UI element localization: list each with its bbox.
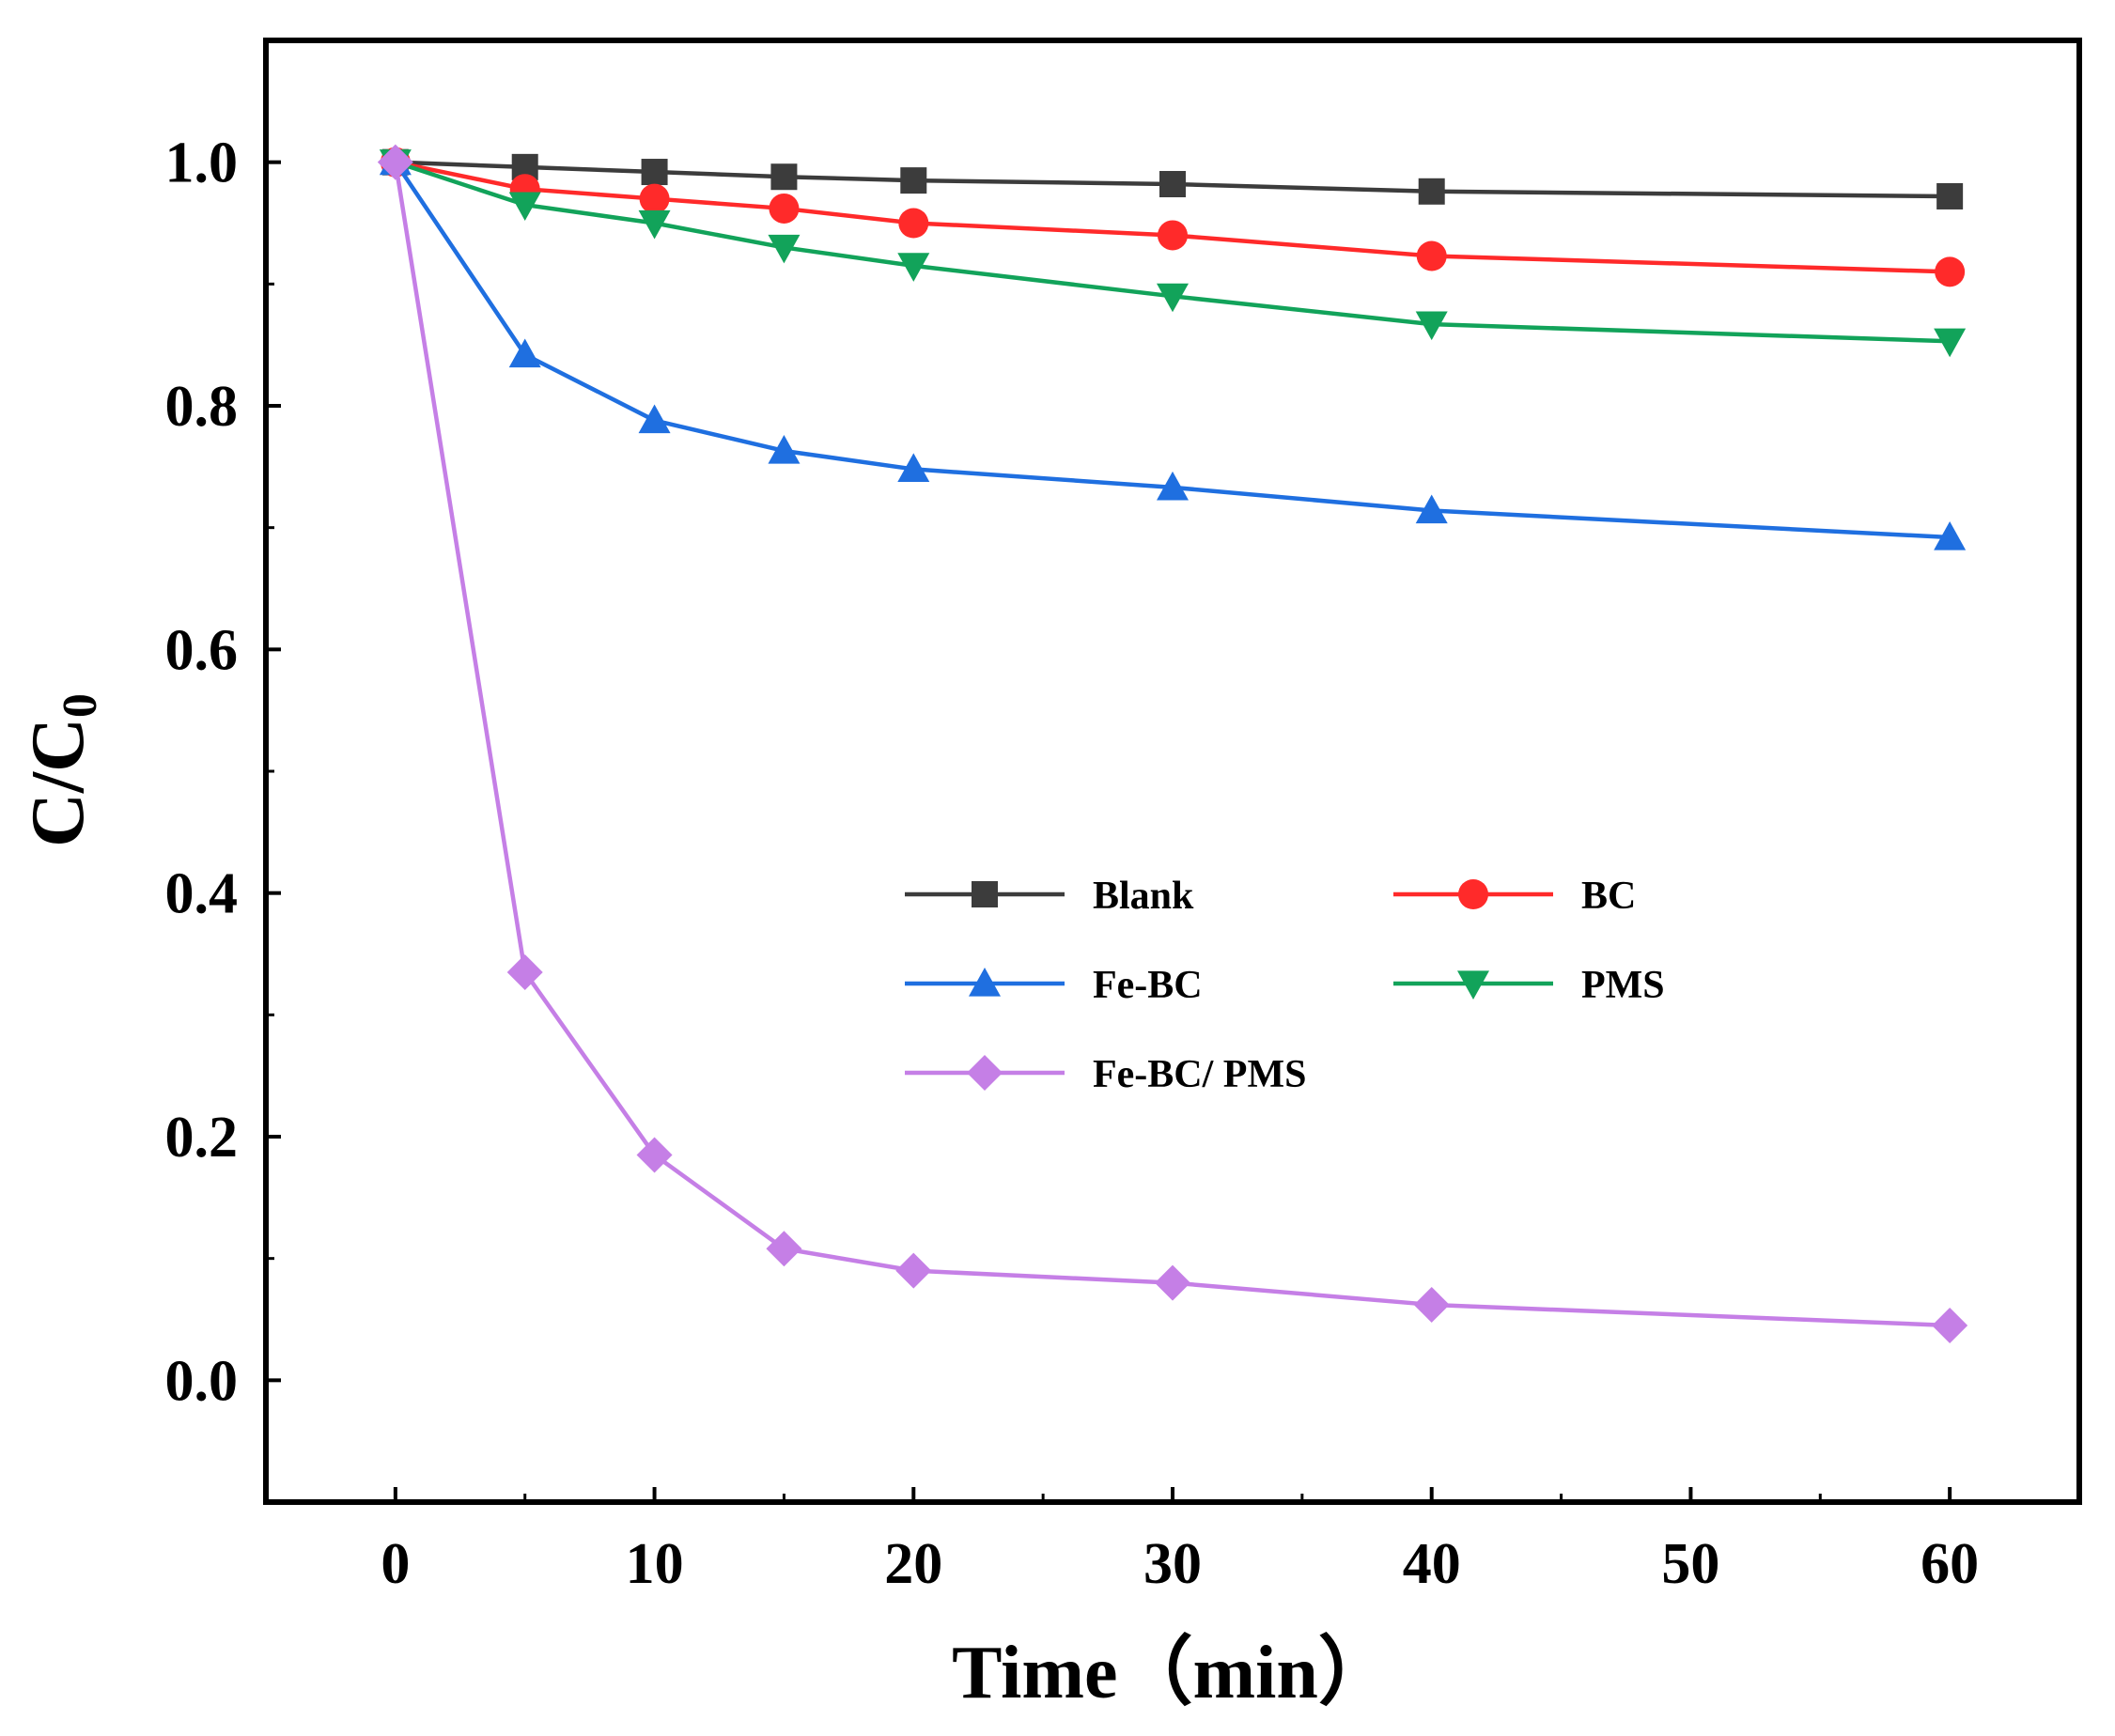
data-point-bc xyxy=(769,193,800,224)
legend-item-fe-bc: Fe-BC xyxy=(905,964,1203,1007)
data-point-fe-bc xyxy=(508,338,541,368)
series-layer xyxy=(377,144,1968,1343)
data-point-fe-bc-pms xyxy=(895,1252,932,1289)
svg-text:C/C0: C/C0 xyxy=(17,693,107,847)
legend-label: Fe-BC/ PMS xyxy=(1093,1053,1306,1096)
data-point-fe-bc xyxy=(1415,494,1448,524)
x-tick-label: 0 xyxy=(381,1532,410,1596)
y-tick-label: 1.0 xyxy=(165,132,239,195)
data-point-fe-bc-pms xyxy=(636,1137,673,1173)
x-axis-title: Time（min） xyxy=(952,1632,1393,1714)
data-point-bc xyxy=(639,183,670,214)
data-point-fe-bc xyxy=(897,453,930,483)
legend: Blank BC Fe-BC PMS Fe-BC/ PMS xyxy=(905,875,1665,1096)
data-point-pms xyxy=(508,192,541,222)
data-point-pms xyxy=(768,234,801,264)
data-point-blank xyxy=(1936,182,1964,209)
x-tick-label: 10 xyxy=(626,1532,684,1596)
data-point-blank xyxy=(1159,171,1186,198)
data-point-blank xyxy=(1418,178,1445,205)
data-point-blank xyxy=(900,167,927,194)
legend-label: BC xyxy=(1581,875,1636,918)
series-line-pms xyxy=(395,160,1951,344)
x-tick-label: 60 xyxy=(1921,1532,1979,1596)
series-line-fe-bc xyxy=(393,161,1951,540)
y-tick-label: 0.6 xyxy=(165,618,239,682)
data-point-pms xyxy=(1415,311,1448,341)
legend-marker xyxy=(1458,879,1488,909)
data-point-fe-bc-pms xyxy=(766,1231,802,1267)
data-point-fe-bc xyxy=(768,434,801,464)
legend-item-blank: Blank xyxy=(905,875,1194,918)
data-point-fe-bc-pms xyxy=(506,953,543,990)
data-point-fe-bc-pms xyxy=(1155,1264,1190,1301)
x-tick-label: 30 xyxy=(1143,1532,1202,1596)
data-point-blank xyxy=(770,163,798,191)
data-point-bc xyxy=(1158,220,1188,251)
legend-marker xyxy=(972,881,998,907)
legend-marker xyxy=(969,968,1001,997)
legend-item-pms: PMS xyxy=(1393,964,1665,1007)
y-tick-label: 0.2 xyxy=(165,1106,239,1170)
legend-item-bc: BC xyxy=(1393,875,1636,918)
data-point-pms xyxy=(1934,328,1967,358)
y-tick-label: 0.4 xyxy=(165,862,239,926)
y-axis-title: C/C0 xyxy=(17,693,107,847)
legend-marker xyxy=(1457,970,1489,1000)
data-point-bc xyxy=(1416,240,1447,271)
data-point-pms xyxy=(897,253,930,282)
data-point-fe-bc xyxy=(638,404,671,434)
legend-label: Fe-BC xyxy=(1093,964,1203,1007)
x-tick-label: 20 xyxy=(884,1532,942,1596)
x-tick-label: 40 xyxy=(1403,1532,1461,1596)
y-tick-label: 0.0 xyxy=(165,1349,239,1413)
data-point-bc xyxy=(1935,256,1966,287)
data-point-pms xyxy=(1157,283,1189,313)
y-axis-title-main: C/C xyxy=(17,718,100,847)
data-point-fe-bc-pms xyxy=(377,144,413,180)
x-tick-label: 50 xyxy=(1661,1532,1719,1596)
data-point-blank xyxy=(641,159,668,186)
data-point-fe-bc-pms xyxy=(1413,1286,1450,1323)
axis-ticks: 0 10 20 30 40 50 60 0.0 0.2 0.4 0.6 0.8 1.0 xyxy=(165,132,1980,1596)
legend-label: Blank xyxy=(1093,875,1194,918)
data-point-fe-bc xyxy=(1934,521,1967,550)
data-point-fe-bc xyxy=(1157,471,1189,501)
series-line-fe-bc-pms xyxy=(393,162,1951,1328)
y-tick-label: 0.8 xyxy=(165,375,239,439)
legend-marker xyxy=(967,1055,1003,1091)
series-line-bc xyxy=(395,160,1951,274)
legend-label: PMS xyxy=(1581,964,1665,1007)
series-line-blank xyxy=(395,160,1951,199)
series-pms xyxy=(379,149,1967,358)
data-point-bc xyxy=(898,208,929,239)
series-fe-bc xyxy=(379,146,1967,550)
series-blank xyxy=(381,148,1964,209)
data-point-pms xyxy=(638,209,671,240)
series-fe-bc-pms xyxy=(377,144,1968,1343)
legend-item-fe-bc-pms: Fe-BC/ PMS xyxy=(905,1053,1306,1096)
data-point-fe-bc-pms xyxy=(1932,1307,1968,1343)
y-axis-title-subscript: 0 xyxy=(54,693,107,718)
